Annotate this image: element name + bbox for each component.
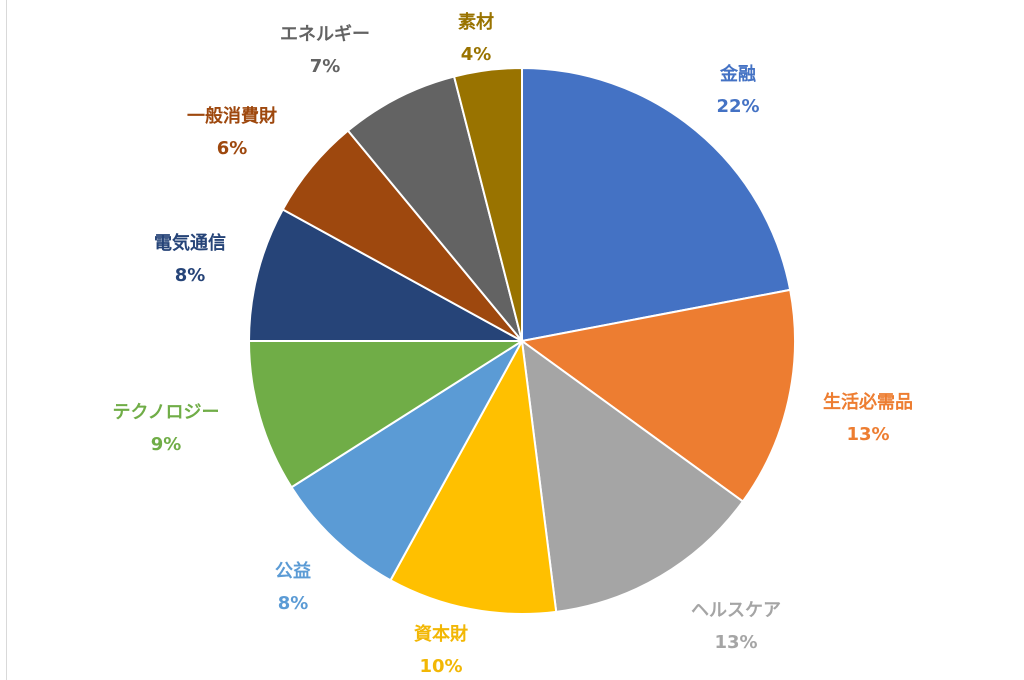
pie-label-name-9: 素材 xyxy=(458,11,494,33)
pie-label-percent-6: 8% xyxy=(175,265,206,286)
pie-slice-9 xyxy=(452,66,523,342)
pie-slices xyxy=(247,66,796,615)
pie-label-name-3: 資本財 xyxy=(414,623,468,645)
pie-slice-8 xyxy=(346,75,523,342)
left-border-line xyxy=(6,0,7,680)
pie-slice-1 xyxy=(519,288,796,503)
pie-slice-5 xyxy=(247,340,526,489)
pie-label-percent-3: 10% xyxy=(419,656,462,677)
pie-label-name-5: テクノロジー xyxy=(113,402,220,423)
pie-label-percent-9: 4% xyxy=(461,44,492,65)
pie-slice-2 xyxy=(520,338,745,613)
pie-slice-0 xyxy=(521,66,792,343)
pie-label-percent-1: 13% xyxy=(846,424,889,445)
pie-label-percent-4: 8% xyxy=(278,593,309,614)
pie-label-percent-5: 9% xyxy=(151,434,182,455)
pie-label-percent-0: 22% xyxy=(716,96,759,117)
pie-label-name-6: 電気通信 xyxy=(154,232,226,254)
pie-label-percent-2: 13% xyxy=(714,632,757,653)
pie-slice-4 xyxy=(290,340,523,582)
pie-label-percent-8: 7% xyxy=(310,56,341,77)
pie-labels: 金融 22% 生活必需品 13% ヘルスケア 13% 資本財 10% 公益 8% テクノロジー 9% 電… xyxy=(113,11,913,677)
pie-label-name-7: 一般消費財 xyxy=(187,105,277,127)
pie-slice-3 xyxy=(389,337,558,615)
pie-slice-6 xyxy=(247,208,523,342)
pie-label-name-2: ヘルスケア xyxy=(691,600,781,621)
pie-label-percent-7: 6% xyxy=(217,138,248,159)
pie-label-name-8: エネルギー xyxy=(280,24,370,45)
pie-label-name-1: 生活必需品 xyxy=(823,391,913,413)
pie-label-name-4: 公益 xyxy=(275,560,311,582)
pie-label-name-0: 金融 xyxy=(719,63,756,85)
